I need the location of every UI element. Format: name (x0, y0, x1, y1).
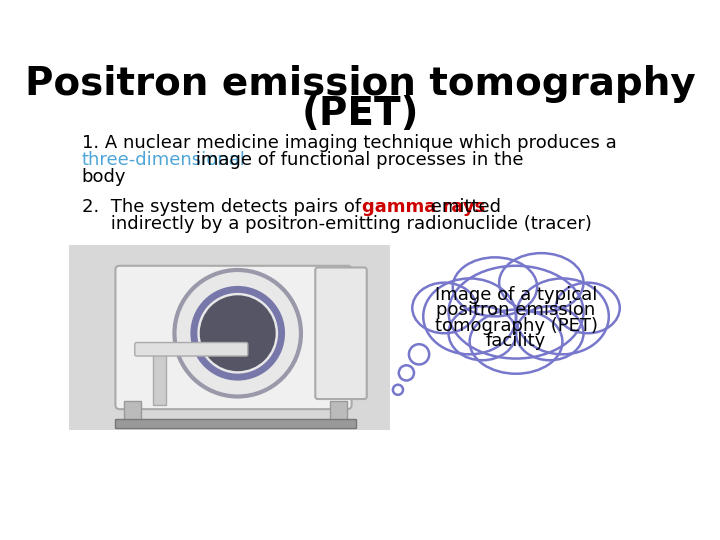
Text: body: body (81, 168, 126, 186)
Text: (PET): (PET) (301, 95, 419, 133)
Ellipse shape (516, 306, 583, 360)
Ellipse shape (413, 282, 477, 333)
Bar (115, 419, 356, 428)
FancyBboxPatch shape (315, 267, 366, 399)
Ellipse shape (453, 258, 537, 316)
Ellipse shape (516, 279, 609, 354)
Ellipse shape (423, 279, 516, 354)
Text: positron emission: positron emission (436, 301, 595, 320)
Text: 1. A nuclear medicine imaging technique which produces a: 1. A nuclear medicine imaging technique … (81, 134, 616, 152)
Circle shape (393, 384, 403, 395)
Text: tomography (PET): tomography (PET) (435, 316, 598, 335)
Text: three-dimensional: three-dimensional (81, 151, 246, 170)
Text: image of functional processes in the: image of functional processes in the (189, 151, 523, 170)
Ellipse shape (556, 282, 620, 333)
Circle shape (399, 365, 414, 381)
FancyBboxPatch shape (135, 342, 248, 356)
Circle shape (409, 344, 429, 365)
Circle shape (174, 270, 301, 396)
Text: indirectly by a positron-emitting radionuclide (tracer): indirectly by a positron-emitting radion… (81, 214, 592, 233)
Ellipse shape (469, 309, 562, 374)
Ellipse shape (499, 253, 583, 312)
FancyBboxPatch shape (115, 266, 351, 409)
Text: 2.  The system detects pairs of: 2. The system detects pairs of (81, 198, 366, 216)
Bar (330, 401, 347, 426)
FancyBboxPatch shape (69, 245, 390, 430)
Ellipse shape (449, 306, 516, 360)
Text: Positron emission tomography: Positron emission tomography (24, 65, 696, 104)
Text: facility: facility (486, 332, 546, 350)
Text: gamma rays: gamma rays (361, 198, 485, 216)
Bar (124, 401, 140, 426)
Text: Image of a typical: Image of a typical (435, 286, 597, 305)
Bar (153, 354, 166, 405)
Circle shape (199, 295, 276, 371)
Text: emitted: emitted (425, 198, 501, 216)
Ellipse shape (449, 266, 583, 359)
